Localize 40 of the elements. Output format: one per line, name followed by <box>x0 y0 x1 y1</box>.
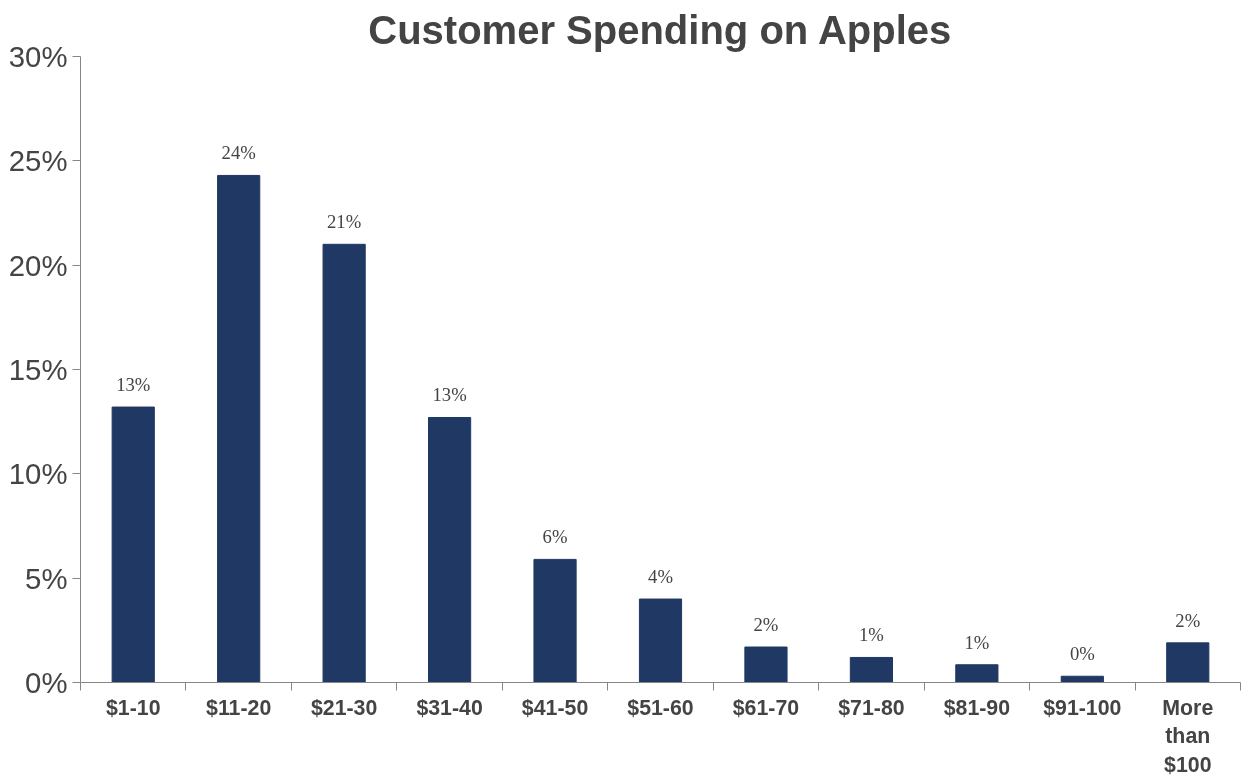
bar <box>111 406 155 683</box>
chart-title: Customer Spending on Apples <box>368 7 952 52</box>
x-tick-label: $81-90 <box>943 695 1011 720</box>
bar <box>849 656 893 683</box>
data-label: 0% <box>1069 643 1095 665</box>
x-tick-label: $41-50 <box>521 695 589 720</box>
x-tick-label: $71-80 <box>838 695 905 720</box>
data-label: 13% <box>116 374 151 396</box>
data-label: 13% <box>432 384 467 406</box>
bar <box>428 416 472 683</box>
data-label: 1% <box>964 631 990 653</box>
x-tick-label: $51-60 <box>627 695 694 720</box>
data-label: 24% <box>221 142 256 164</box>
bar <box>217 174 261 683</box>
x-tick-label: $61-70 <box>732 695 800 720</box>
y-tick-label: 0% <box>25 666 68 699</box>
data-label: 21% <box>327 211 362 233</box>
y-tick-label: 25% <box>8 144 68 178</box>
data-label: 2% <box>1175 609 1201 631</box>
y-tick-label: 30% <box>8 40 68 73</box>
bar <box>1166 642 1210 683</box>
x-tick-label: $91-100 <box>1043 695 1122 720</box>
bar <box>322 243 366 683</box>
y-tick-label: 10% <box>8 457 68 491</box>
x-tick-label: $31-40 <box>416 695 483 720</box>
data-label: 1% <box>858 624 884 646</box>
y-tick-label: 5% <box>25 561 68 595</box>
y-tick-label: 20% <box>8 248 68 282</box>
data-label: 6% <box>542 526 568 548</box>
x-tick-label: $11-20 <box>206 695 272 720</box>
y-tick-label: 15% <box>8 353 68 386</box>
x-tick-label: $21-30 <box>310 695 378 720</box>
bar <box>638 598 683 683</box>
bar <box>744 646 788 683</box>
data-label: 4% <box>648 566 673 588</box>
bar <box>955 664 999 683</box>
x-tick-label: $1-10 <box>105 695 161 720</box>
data-label: 2% <box>753 614 779 636</box>
x-tick-label: More than $100 <box>1162 695 1214 778</box>
bar <box>533 558 577 683</box>
